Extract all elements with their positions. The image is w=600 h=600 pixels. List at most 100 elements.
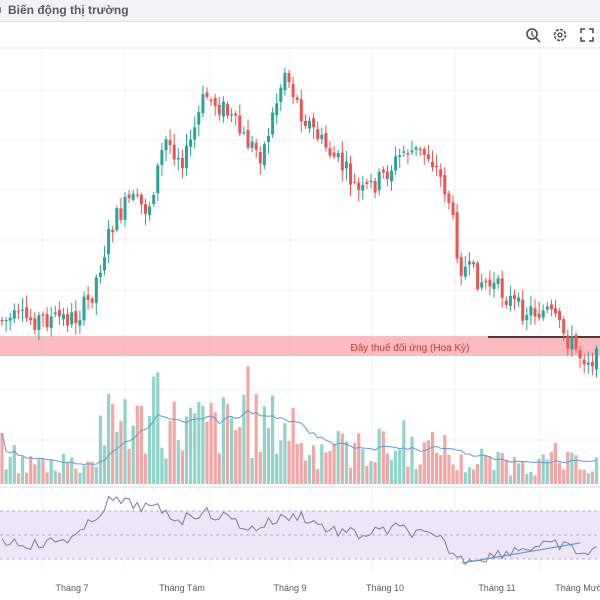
volume-bar bbox=[312, 445, 316, 484]
candle-body bbox=[303, 120, 307, 127]
volume-bar bbox=[578, 469, 582, 484]
volume-bar bbox=[459, 454, 463, 484]
candle-body bbox=[595, 348, 598, 370]
x-tick-label: Tháng 11 bbox=[478, 583, 515, 593]
volume-bar bbox=[94, 467, 98, 484]
volume-bar bbox=[209, 403, 213, 484]
volume-bar bbox=[422, 442, 426, 484]
candle-body bbox=[41, 314, 45, 316]
volume-bar bbox=[484, 455, 488, 484]
x-tick-label: Tháng Mười Hai bbox=[555, 583, 600, 593]
candle-body bbox=[324, 133, 328, 148]
volume-bar bbox=[107, 394, 111, 484]
candle-body bbox=[590, 361, 594, 367]
zoom-search-icon bbox=[526, 28, 541, 43]
candle-body bbox=[349, 163, 352, 185]
candle-body bbox=[369, 180, 373, 183]
candle-body bbox=[98, 272, 102, 277]
rsi-trend-line bbox=[461, 542, 581, 564]
candle-body bbox=[168, 140, 172, 146]
volume-bar bbox=[275, 453, 279, 484]
volume-bar bbox=[328, 450, 332, 484]
volume-bar bbox=[545, 459, 549, 484]
volume-bar bbox=[61, 454, 66, 484]
volume-bar bbox=[373, 462, 377, 484]
candle-body bbox=[377, 171, 381, 191]
candle-body bbox=[504, 300, 508, 305]
candle-body bbox=[422, 148, 426, 155]
market-chart[interactable]: Đây thuế đối ứng (Hoa Kỳ) Tháng 7 Tháng Tá… bbox=[0, 21, 600, 600]
volume-bar bbox=[377, 428, 381, 484]
x-tick-label: Tháng 9 bbox=[273, 583, 306, 593]
volume-bar bbox=[156, 372, 160, 484]
candle-body bbox=[549, 304, 553, 310]
volume-bar bbox=[25, 472, 29, 484]
candle-body bbox=[492, 282, 496, 290]
volume-bar bbox=[78, 472, 82, 484]
volume-bar bbox=[406, 466, 410, 484]
candle-body bbox=[508, 295, 512, 307]
window-title: Biến động thị trường bbox=[8, 3, 129, 17]
candle-body bbox=[90, 298, 94, 303]
candle-body bbox=[33, 318, 37, 330]
candle-body bbox=[279, 87, 283, 102]
volume-bar bbox=[410, 436, 414, 484]
volume-bar bbox=[549, 452, 553, 484]
candle-body bbox=[435, 165, 439, 168]
candle-body bbox=[230, 114, 234, 116]
candle-body bbox=[209, 99, 213, 102]
settings-button[interactable] bbox=[550, 25, 570, 47]
volume-bar bbox=[426, 440, 430, 484]
candle-body bbox=[541, 310, 545, 318]
candle-body bbox=[447, 193, 451, 204]
candle-body bbox=[340, 152, 344, 171]
volume-bar bbox=[201, 405, 205, 484]
volume-bar bbox=[492, 470, 496, 484]
candle-body bbox=[152, 194, 156, 204]
fullscreen-button[interactable] bbox=[577, 25, 597, 47]
candle-body bbox=[217, 104, 221, 115]
zoom-search-button[interactable] bbox=[523, 25, 543, 47]
candle-body bbox=[398, 155, 402, 157]
volume-bar bbox=[258, 451, 262, 484]
chart-icon bbox=[0, 7, 1, 13]
candle-body bbox=[496, 278, 500, 284]
volume-bar bbox=[521, 461, 525, 484]
volume-bar bbox=[205, 421, 209, 484]
volume-bar bbox=[111, 404, 115, 484]
volume-bar bbox=[172, 401, 176, 484]
volume-bar bbox=[57, 472, 61, 484]
volume-bar bbox=[143, 453, 148, 484]
candle-body bbox=[316, 129, 320, 140]
candle-body bbox=[172, 144, 176, 160]
volume-bar bbox=[160, 447, 164, 484]
volume-bar bbox=[180, 450, 184, 484]
candle-body bbox=[226, 104, 229, 116]
volume-bar bbox=[213, 412, 217, 484]
volume-bar bbox=[184, 416, 189, 484]
volume-bar bbox=[361, 449, 365, 484]
candle-body bbox=[29, 317, 33, 321]
volume-bar bbox=[533, 475, 537, 484]
candle-body bbox=[66, 314, 70, 326]
candle-body bbox=[480, 282, 484, 288]
candle-body bbox=[197, 112, 201, 125]
x-tick-label: Tháng Tám bbox=[159, 583, 205, 593]
x-tick-label: Tháng 10 bbox=[366, 583, 404, 593]
volume-bar bbox=[447, 454, 451, 484]
candle-body bbox=[156, 165, 160, 194]
candle-body bbox=[385, 171, 389, 179]
volume-bar bbox=[90, 461, 94, 484]
candle-body bbox=[574, 334, 578, 350]
volume-bar bbox=[230, 417, 234, 484]
volume-bar bbox=[29, 456, 33, 484]
volume-bar bbox=[217, 453, 221, 484]
volume-bar bbox=[152, 376, 156, 484]
candle-body bbox=[455, 212, 459, 259]
candle-body bbox=[361, 184, 365, 191]
volume-bar bbox=[221, 397, 225, 484]
volume-bar bbox=[508, 475, 512, 484]
candle-body bbox=[37, 315, 41, 331]
candle-body bbox=[402, 151, 406, 153]
candle-body bbox=[123, 197, 127, 220]
